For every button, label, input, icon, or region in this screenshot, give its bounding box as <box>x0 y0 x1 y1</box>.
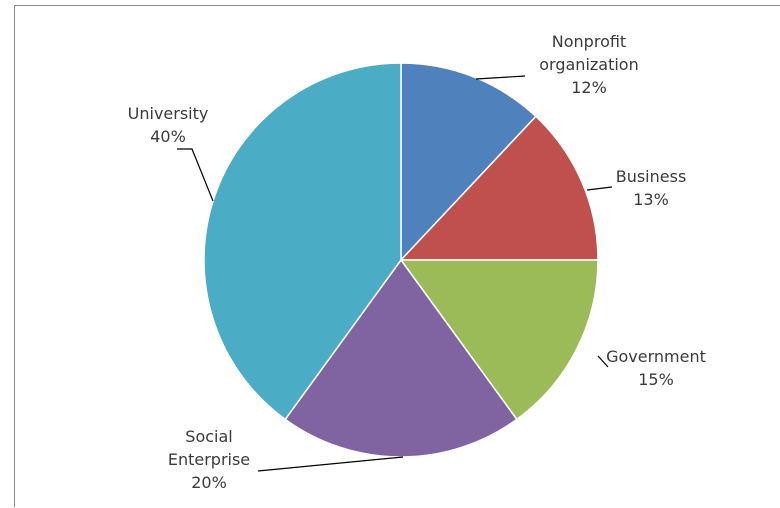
slice-labels: Nonprofit organization 12% Business 13% Gover… <box>128 32 706 492</box>
data-label-social-enterprise: Social Enterprise 20% <box>168 427 250 492</box>
pie-slice-nonprofit-organization <box>400 62 537 262</box>
leader-line-university <box>177 148 214 202</box>
pie-chart: Nonprofit organization 12% Business 13% Gover… <box>128 32 706 492</box>
pie-slices <box>203 62 599 458</box>
data-label-business: Business 13% <box>616 167 687 209</box>
data-label-university: University 40% <box>128 104 209 146</box>
data-label-government: Government 15% <box>606 347 706 389</box>
pie-slice-university <box>203 62 402 421</box>
leader-line-nonprofit-organization <box>475 75 526 80</box>
leader-line-government <box>597 355 609 368</box>
data-label-nonprofit-organization: Nonprofit organization 12% <box>539 32 638 97</box>
pie-slice-business <box>399 115 599 261</box>
leader-line-business <box>586 186 613 191</box>
chart-frame: Nonprofit organization 12% Business 13% Gover… <box>14 5 780 507</box>
leader-lines <box>177 75 613 472</box>
leader-line-social-enterprise <box>257 456 404 472</box>
pie-slice-government <box>399 259 599 421</box>
